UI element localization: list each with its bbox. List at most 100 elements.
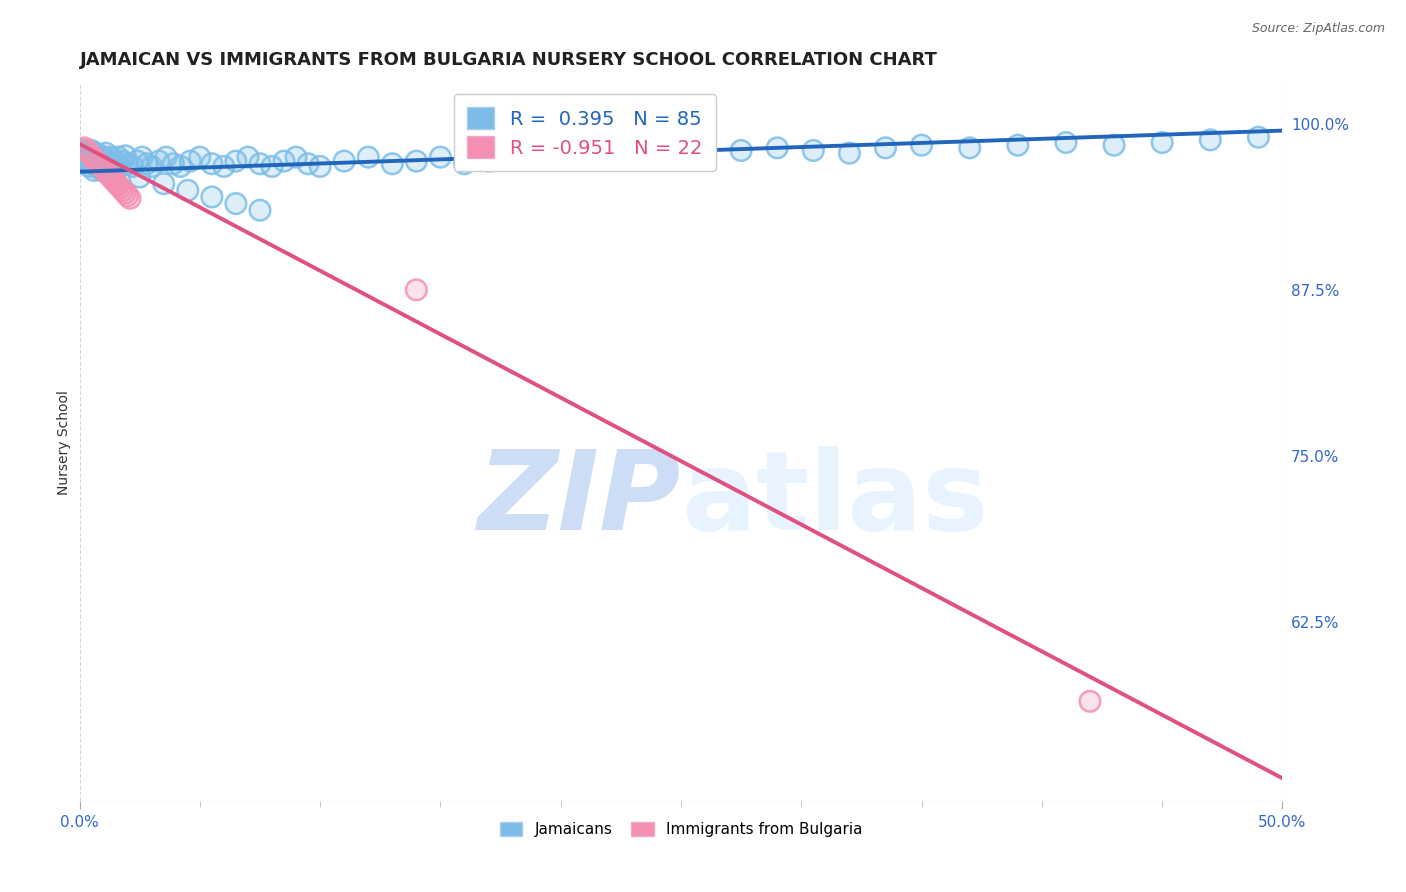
Point	[111, 154, 134, 169]
Point	[83, 163, 105, 178]
Point	[94, 154, 117, 169]
Point	[93, 162, 115, 177]
Point	[117, 188, 139, 202]
Point	[86, 154, 108, 169]
Point	[86, 150, 108, 164]
Point	[1102, 138, 1125, 153]
Point	[621, 144, 644, 158]
Point	[502, 150, 524, 164]
Point	[111, 183, 134, 197]
Point	[100, 169, 122, 184]
Point	[766, 141, 789, 155]
Point	[910, 138, 932, 153]
Point	[177, 183, 200, 197]
Point	[76, 146, 98, 161]
Point	[188, 150, 211, 164]
Point	[249, 157, 271, 171]
Point	[127, 154, 149, 169]
Point	[73, 141, 96, 155]
Point	[179, 154, 201, 169]
Point	[83, 146, 105, 161]
Point	[179, 154, 201, 169]
Point	[103, 172, 125, 186]
Point	[97, 160, 120, 174]
Point	[1152, 136, 1174, 150]
Point	[526, 146, 548, 161]
Point	[381, 157, 404, 171]
Point	[333, 154, 356, 169]
Point	[249, 203, 271, 218]
Point	[110, 180, 132, 194]
Point	[201, 190, 224, 204]
Point	[285, 150, 308, 164]
Point	[76, 146, 98, 161]
Point	[169, 160, 191, 174]
Point	[297, 157, 319, 171]
Point	[148, 154, 170, 169]
Point	[148, 154, 170, 169]
Point	[97, 167, 120, 181]
Point	[110, 180, 132, 194]
Point	[502, 150, 524, 164]
Point	[90, 163, 112, 178]
Point	[693, 146, 716, 161]
Point	[111, 154, 134, 169]
Point	[959, 141, 981, 155]
Point	[212, 160, 235, 174]
Point	[405, 283, 427, 297]
Point	[83, 154, 105, 169]
Point	[127, 154, 149, 169]
Point	[90, 154, 112, 169]
Point	[87, 157, 110, 171]
Point	[100, 150, 122, 164]
Point	[260, 160, 283, 174]
Point	[766, 141, 789, 155]
Point	[658, 150, 681, 164]
Point	[1078, 694, 1101, 708]
Point	[357, 150, 380, 164]
Point	[273, 154, 295, 169]
Point	[285, 150, 308, 164]
Point	[730, 144, 752, 158]
Point	[107, 178, 129, 192]
Point	[97, 160, 120, 174]
Point	[87, 147, 110, 161]
Point	[658, 150, 681, 164]
Point	[141, 160, 163, 174]
Point	[429, 150, 451, 164]
Point	[260, 160, 283, 174]
Point	[70, 144, 93, 158]
Point	[118, 191, 141, 205]
Point	[77, 149, 100, 163]
Point	[453, 157, 475, 171]
Point	[801, 144, 824, 158]
Point	[117, 157, 139, 171]
Point	[730, 144, 752, 158]
Point	[87, 157, 110, 171]
Point	[80, 149, 103, 163]
Point	[225, 154, 247, 169]
Point	[585, 146, 607, 161]
Point	[76, 154, 98, 169]
Point	[381, 157, 404, 171]
Point	[93, 162, 115, 177]
Point	[333, 154, 356, 169]
Point	[103, 157, 125, 171]
Point	[93, 150, 115, 164]
Point	[526, 146, 548, 161]
Point	[93, 160, 115, 174]
Point	[1102, 138, 1125, 153]
Point	[188, 150, 211, 164]
Text: Source: ZipAtlas.com: Source: ZipAtlas.com	[1251, 22, 1385, 36]
Text: JAMAICAN VS IMMIGRANTS FROM BULGARIA NURSERY SCHOOL CORRELATION CHART: JAMAICAN VS IMMIGRANTS FROM BULGARIA NUR…	[80, 51, 938, 69]
Point	[73, 141, 96, 155]
Point	[201, 157, 224, 171]
Point	[273, 154, 295, 169]
Point	[80, 157, 103, 171]
Point	[249, 157, 271, 171]
Point	[117, 157, 139, 171]
Point	[114, 186, 136, 200]
Point	[80, 152, 103, 166]
Point	[94, 146, 117, 161]
Point	[100, 150, 122, 164]
